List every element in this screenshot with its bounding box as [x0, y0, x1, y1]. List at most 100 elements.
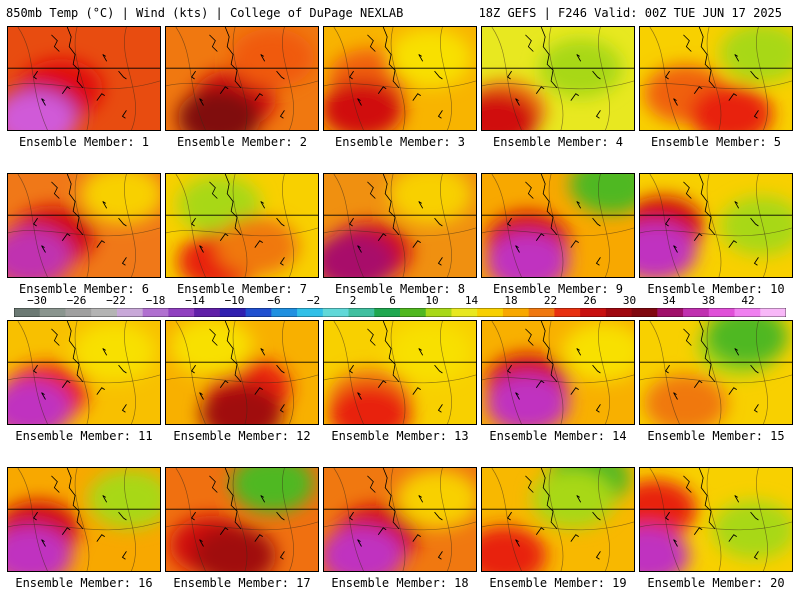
- ensemble-panel: Ensemble Member: 14: [481, 320, 635, 443]
- wind-barb: [219, 233, 229, 241]
- wind-barb: [357, 98, 362, 106]
- ensemble-panel: Ensemble Member: 4: [481, 26, 635, 149]
- temperature-region: [170, 321, 254, 377]
- coastline: [525, 181, 534, 199]
- wind-barb: [665, 217, 670, 227]
- coastline: [51, 475, 60, 493]
- wind-barb: [260, 201, 266, 209]
- temperature-region: [486, 373, 570, 424]
- contour-line: [166, 227, 318, 237]
- contour-line: [8, 80, 160, 90]
- temperature-map: [7, 26, 161, 131]
- wind-barb: [96, 240, 105, 248]
- contour-line: [390, 27, 406, 130]
- ensemble-panel: Ensemble Member: 2: [165, 26, 319, 149]
- coastline: [224, 27, 242, 89]
- colorbar-swatch: [322, 308, 350, 317]
- contour-line: [166, 521, 318, 531]
- colorbar-swatch: [451, 308, 478, 317]
- contour-line: [390, 468, 406, 571]
- wind-barb: [276, 217, 285, 227]
- temperature-region: [388, 28, 472, 88]
- wind-barb: [191, 217, 196, 227]
- wind-barb: [199, 98, 204, 106]
- wind-barb: [199, 539, 204, 547]
- wind-barb: [592, 511, 601, 521]
- contour-line: [232, 468, 248, 571]
- wind-barb: [753, 404, 759, 413]
- wind-barb: [377, 380, 387, 388]
- contour-line: [440, 174, 452, 277]
- contour-line: [8, 374, 160, 384]
- ensemble-member-label: Ensemble Member: 7: [176, 282, 308, 296]
- colorbar-swatch: [194, 308, 221, 317]
- wind-barb: [728, 387, 737, 395]
- contour-line: [482, 227, 634, 237]
- wind-barb: [592, 217, 601, 227]
- wind-barb: [535, 527, 545, 535]
- wind-barb: [254, 387, 263, 395]
- contour-line: [491, 27, 522, 130]
- wind-barb: [412, 387, 421, 395]
- wind-barb: [349, 364, 354, 374]
- wind-barb: [570, 387, 579, 395]
- wind-barb: [260, 54, 266, 62]
- contour-line: [333, 27, 364, 130]
- wind-barb: [357, 392, 362, 400]
- wind-barb: [693, 380, 703, 388]
- contour-line: [390, 321, 406, 424]
- temperature-map: [639, 173, 793, 278]
- contour-line: [649, 27, 680, 130]
- wind-barb: [734, 201, 740, 209]
- wind-barb: [418, 54, 424, 62]
- wind-barb: [750, 364, 759, 374]
- contour-line: [282, 174, 294, 277]
- colorbar-swatch: [400, 308, 427, 317]
- ensemble-panel: Ensemble Member: 15: [639, 320, 793, 443]
- coastline: [209, 181, 218, 199]
- temperature-region: [72, 322, 156, 382]
- contour-line: [74, 27, 90, 130]
- colorbar-swatch: [657, 308, 684, 317]
- wind-barb: [515, 245, 520, 253]
- temperature-map: [323, 173, 477, 278]
- wind-barb: [96, 534, 105, 542]
- colorbar-swatch: [297, 308, 324, 317]
- contour-line: [706, 174, 722, 277]
- contour-line: [548, 27, 564, 130]
- temperature-map: [165, 26, 319, 131]
- contour-line: [8, 521, 160, 531]
- ensemble-member-label: Ensemble Member: 12: [173, 429, 311, 443]
- contour-line: [17, 27, 48, 130]
- temperature-region: [569, 174, 634, 214]
- coastline: [683, 328, 692, 346]
- temperature-region: [230, 468, 314, 513]
- ensemble-member-label: Ensemble Member: 16: [15, 576, 153, 590]
- ensemble-panel: Ensemble Member: 3: [323, 26, 477, 149]
- temperature-region: [388, 322, 472, 382]
- temperature-map: [481, 467, 635, 572]
- ensemble-panel: Ensemble Member: 16: [7, 467, 161, 590]
- colorbar-swatch: [39, 308, 66, 317]
- colorbar-swatch: [348, 308, 375, 317]
- coastline: [683, 181, 692, 199]
- wind-barb: [693, 527, 703, 535]
- ensemble-panel: Ensemble Member: 11: [7, 320, 161, 443]
- wind-barb: [434, 217, 443, 227]
- colorbar-tick-label: 22: [543, 294, 558, 307]
- contour-line: [756, 27, 768, 130]
- wind-barb: [357, 245, 362, 253]
- temperature-colorbar: −30 −26 −22 −18 −14 −10 −6 −2 2 6 10 14 18 22 26 30 34 38…: [0, 294, 800, 320]
- temperature-map: [323, 467, 477, 572]
- colorbar-tick-label: −10: [224, 294, 245, 307]
- wind-barb: [33, 364, 38, 374]
- coastline: [209, 34, 218, 52]
- wind-barb: [412, 534, 421, 542]
- wind-barb: [515, 392, 520, 400]
- wind-barb: [191, 511, 196, 521]
- wind-barb: [219, 527, 229, 535]
- wind-barb: [279, 257, 285, 266]
- coastline: [525, 34, 534, 52]
- contour-line: [17, 468, 48, 571]
- contour-line: [706, 468, 722, 571]
